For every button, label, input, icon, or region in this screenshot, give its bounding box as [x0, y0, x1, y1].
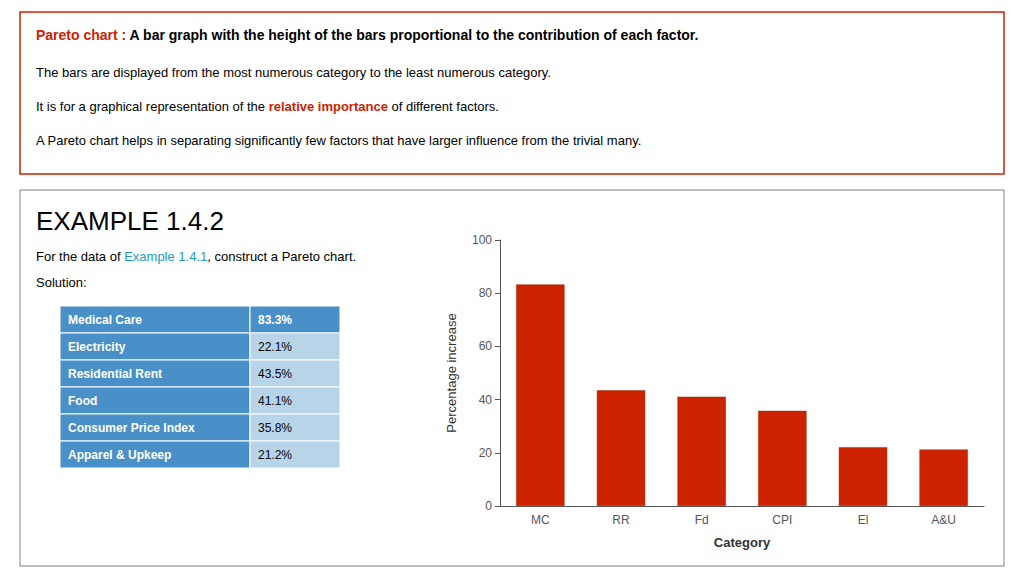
svg-text:21.2%: 21.2%	[258, 448, 292, 462]
svg-text:83.3%: 83.3%	[258, 313, 292, 327]
svg-text:100: 100	[472, 233, 492, 247]
svg-text:MC: MC	[531, 513, 550, 527]
svg-text:Apparel & Upkeep: Apparel & Upkeep	[68, 448, 171, 462]
svg-text:EXAMPLE 1.4.2: EXAMPLE 1.4.2	[36, 206, 224, 236]
svg-text:43.5%: 43.5%	[258, 367, 292, 381]
svg-text:Residential Rent: Residential Rent	[68, 367, 162, 381]
svg-text:A Pareto chart helps in separa: A Pareto chart helps in separating signi…	[36, 133, 641, 148]
svg-text:For the data of: For the data of	[36, 249, 124, 264]
svg-text:The bars are displayed from th: The bars are displayed from the most num…	[36, 65, 551, 80]
svg-text:relative importance: relative importance	[269, 99, 388, 114]
svg-text:Solution:: Solution:	[36, 275, 87, 290]
svg-text:41.1%: 41.1%	[258, 394, 292, 408]
svg-text:Consumer Price Index: Consumer Price Index	[68, 421, 195, 435]
svg-text:40: 40	[479, 393, 493, 407]
svg-text:Pareto chart :: Pareto chart :	[36, 27, 126, 43]
svg-text:Example 1.4.1: Example 1.4.1	[124, 249, 207, 264]
svg-text:El: El	[858, 513, 869, 527]
svg-text:Category: Category	[714, 535, 771, 550]
svg-text:60: 60	[479, 339, 493, 353]
svg-text:Medical Care: Medical Care	[68, 313, 142, 327]
svg-text:22.1%: 22.1%	[258, 340, 292, 354]
svg-text:20: 20	[479, 446, 493, 460]
svg-text:RR: RR	[612, 513, 630, 527]
svg-text:A&U: A&U	[931, 513, 956, 527]
svg-text:Electricity: Electricity	[68, 340, 126, 354]
svg-text:Fd: Fd	[695, 513, 709, 527]
svg-text:80: 80	[479, 286, 493, 300]
svg-text:It is for a graphical represen: It is for a graphical representation of …	[36, 99, 269, 114]
svg-text:35.8%: 35.8%	[258, 421, 292, 435]
svg-text:A bar graph with the height of: A bar graph with the height of the bars …	[126, 27, 698, 43]
svg-text:, construct a Pareto chart.: , construct a Pareto chart.	[207, 249, 356, 264]
svg-text:Food: Food	[68, 394, 97, 408]
svg-text:0: 0	[485, 499, 492, 513]
svg-text:of different factors.: of different factors.	[388, 99, 499, 114]
svg-text:Percentage increase: Percentage increase	[444, 313, 459, 432]
svg-text:CPI: CPI	[772, 513, 792, 527]
